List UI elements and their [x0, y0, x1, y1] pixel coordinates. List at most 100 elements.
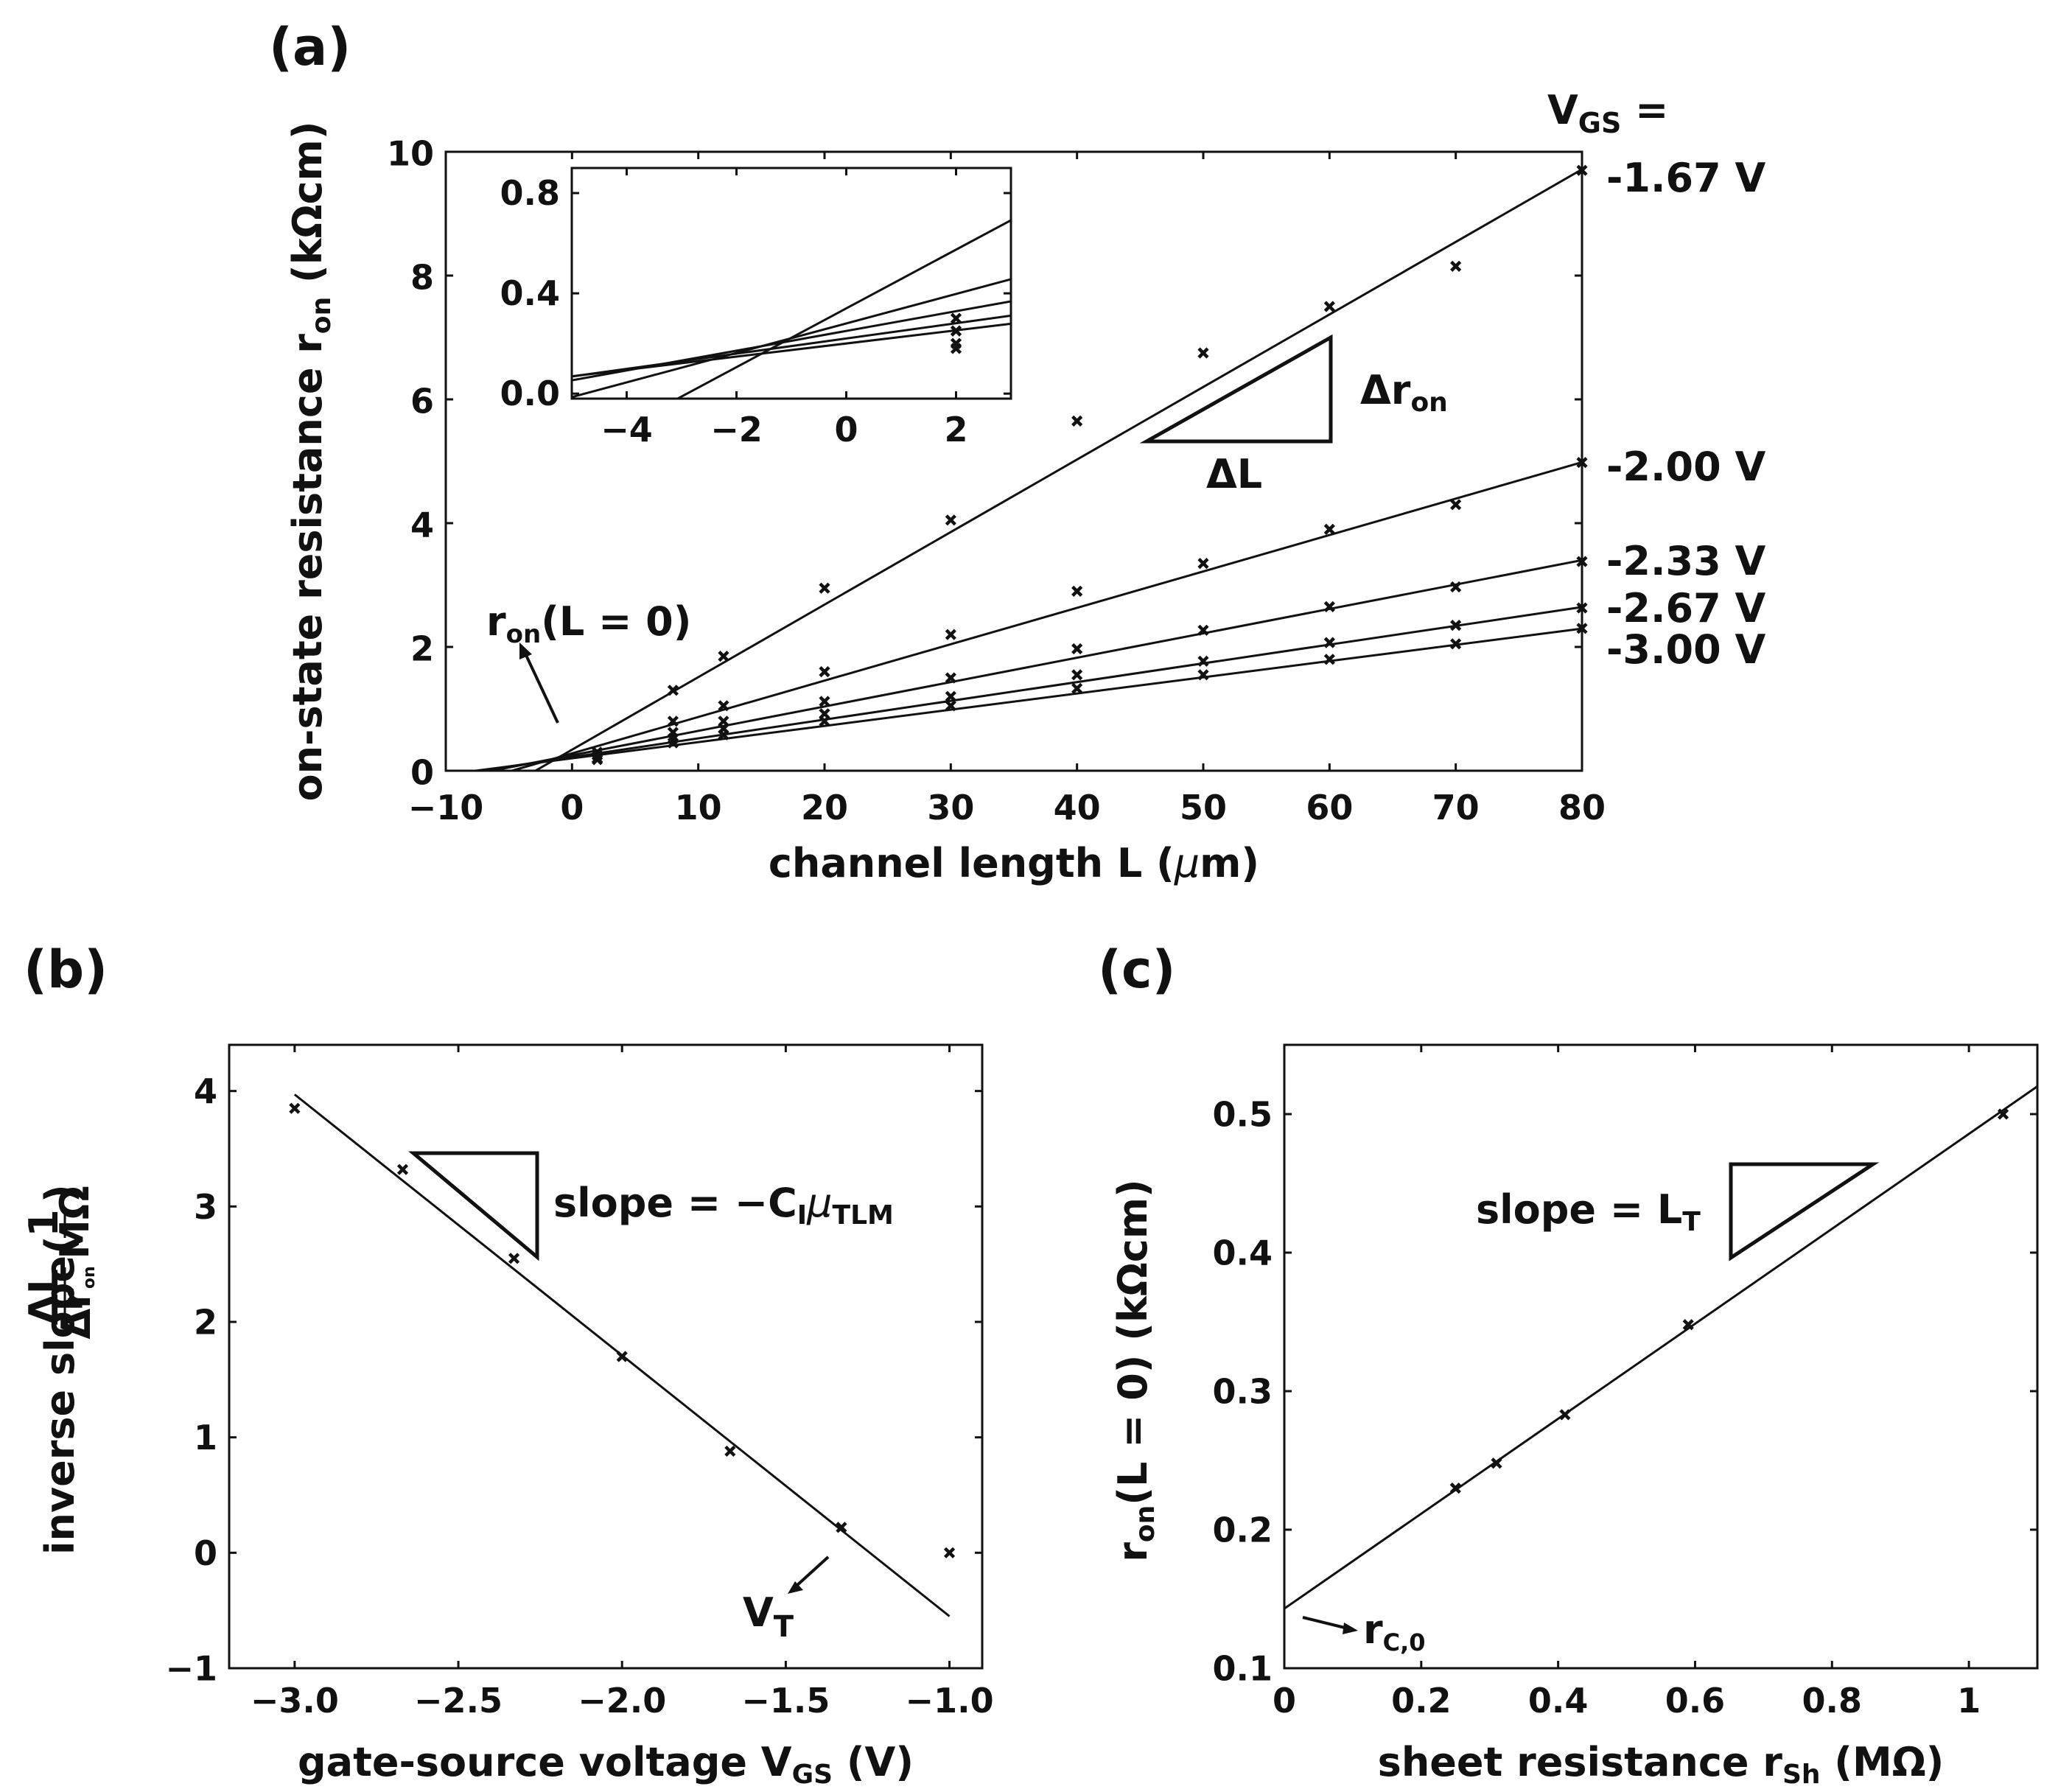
panel-a-point [1197, 347, 1209, 359]
panel-a-inset-xtick-label: 2 [944, 410, 967, 449]
panel-c-data-points [1449, 1108, 2009, 1494]
panel-a-inset-fit-line-3 [572, 314, 1011, 378]
panel-a-point [1197, 669, 1209, 681]
panel-a-fit-line-0 [534, 168, 1583, 772]
panel-b-point [616, 1351, 628, 1362]
panel-a-ytick-label: 6 [410, 382, 434, 421]
panel-a-point [1450, 620, 1462, 631]
panel-c-xtick-label: 1 [1957, 1681, 1981, 1721]
panel-c-ytick-label: 0.4 [1213, 1233, 1273, 1273]
panel-c-slope-annotation: slope = LT [1476, 1186, 1701, 1237]
panel-c-ytick-label: 0.3 [1213, 1372, 1273, 1412]
panel-a-point [1450, 260, 1462, 272]
panel-a-xtick-label: 20 [801, 788, 848, 827]
panel-a-fit-line-4 [475, 627, 1583, 772]
panel-a-xticks: −10 0 10 20 30 40 50 60 70 80 [408, 152, 1606, 827]
panel-a-point [1323, 301, 1335, 312]
panel-c-point [1682, 1319, 1694, 1331]
panel-a-inset-point [950, 343, 962, 354]
panel-a-point [1450, 499, 1462, 511]
panel-a-slope-triangle [1139, 334, 1333, 444]
panel-a-point [1071, 415, 1083, 427]
panel-a-xtick-label: 50 [1180, 788, 1227, 827]
panel-b-xtick-label: −2.5 [414, 1681, 503, 1721]
panel-b-ytick-label: 2 [194, 1303, 217, 1343]
panel-a-point [718, 700, 729, 712]
panel-a-ytick-label: 8 [410, 258, 434, 298]
panel-b-plot-frame [228, 1043, 984, 1670]
svg-text:MΩ: MΩ [52, 1186, 98, 1259]
panel-a-xtick-label: 70 [1432, 788, 1480, 827]
panel-c-point [1491, 1457, 1502, 1469]
panel-c-point [1997, 1108, 2009, 1120]
panel-a-intercept-arrow [523, 651, 559, 724]
panel-c-ytick-label: 0.5 [1213, 1095, 1273, 1135]
panel-a-x-axis-label: channel length L (μm) [769, 840, 1259, 886]
panel-c-yticks: 0.1 0.2 0.3 0.4 0.5 [1213, 1095, 2037, 1689]
panel-a-point [718, 729, 729, 741]
panel-b-vt-label: VT [743, 1589, 794, 1644]
panel-a-fit-line-3 [480, 606, 1583, 772]
panel-a-point [945, 629, 956, 640]
panel-b-point [836, 1522, 847, 1533]
panel-a-point [1323, 523, 1335, 535]
panel-a-point [1197, 558, 1209, 570]
svg-text:1: 1 [21, 1209, 67, 1237]
panel-a-series-label: -2.67 V [1606, 585, 1765, 631]
panel-a-inset-xticks: −4 −2 0 2 [601, 168, 968, 449]
panel-c: (c) 0 0.2 0.4 0.6 0.8 1 0.1 0.2 0.3 0.4 0.5 sheet… [1098, 939, 2039, 1790]
panel-c-fit-line [1284, 1085, 2038, 1610]
panel-a-point [945, 672, 956, 684]
panel-b: (b) −3.0 −2.5 −2.0 −1.5 −1.0 −1 0 1 2 3 4 gate-so… [21, 939, 994, 1790]
panel-a-ytick-label: 2 [410, 629, 434, 669]
panel-a-inset-xtick-label: 0 [834, 410, 858, 449]
panel-a-point [1071, 643, 1083, 655]
panel-a-point [819, 715, 830, 727]
panel-a-point [1576, 164, 1588, 176]
panel-a-series-labels: -1.67 V -2.00 V -2.33 V-2.67 V-3.00 V [1606, 155, 1765, 673]
panel-a-point [667, 737, 679, 749]
panel-a-legend-title: VGS = [1547, 87, 1668, 139]
panel-a-ytick-label: 10 [387, 134, 434, 174]
panel-b-ytick-label: 1 [194, 1418, 217, 1457]
panel-c-xtick-label: 0.8 [1802, 1681, 1863, 1721]
panel-c-rc-arrow [1302, 1616, 1348, 1630]
panel-a-point [1071, 682, 1083, 694]
panel-a-intercept-annotation: ron(L = 0) [486, 598, 691, 649]
panel-c-xtick-label: 0.2 [1391, 1681, 1452, 1721]
panel-b-point [943, 1547, 956, 1558]
panel-b-vt-arrow [794, 1555, 830, 1588]
panel-b-x-axis-label: gate-source voltage VGS (V) [298, 1739, 914, 1790]
svg-text:inverse slope: inverse slope [37, 1256, 83, 1555]
panel-a-series-label: -2.00 V [1606, 444, 1765, 490]
panel-a-point [819, 666, 830, 678]
panel-b-point [289, 1102, 301, 1114]
panel-a-fit-line-2 [491, 559, 1583, 772]
panel-b-point [724, 1445, 736, 1457]
panel-a-y-axis-label: on-state resistance ron (kΩcm) [284, 121, 337, 801]
panel-b-ytick-label: 0 [194, 1533, 217, 1573]
panel-a-inset-ytick-label: 0.0 [500, 374, 561, 413]
panel-b-y-axis-label: inverse slope ΔL Δron ( 1 MΩ ) [21, 1184, 99, 1555]
panel-c-y-axis-label: ron(L = 0) (kΩcm) [1110, 1179, 1161, 1561]
panel-c-xtick-label: 0 [1273, 1681, 1296, 1721]
panel-c-label: (c) [1098, 939, 1175, 1000]
svg-text:Δron: Δron [53, 1266, 99, 1339]
panel-a-point [1576, 602, 1588, 614]
panel-b-xtick-label: −2.0 [578, 1681, 666, 1721]
panel-a-xtick-label: 60 [1306, 788, 1353, 827]
panel-b-point [396, 1163, 409, 1175]
panel-b-point [508, 1253, 520, 1264]
panel-a-yticks: 0 2 4 6 8 10 [387, 134, 1582, 793]
panel-a-point [1576, 556, 1588, 567]
panel-a-point [1323, 654, 1335, 665]
panel-a-point [1450, 581, 1462, 593]
panel-b-xtick-label: −3.0 [251, 1681, 339, 1721]
panel-b-label: (b) [24, 939, 108, 1000]
panel-c-rc-arrowhead [1343, 1623, 1358, 1634]
panel-a-point [1323, 601, 1335, 612]
panel-a-point [1450, 638, 1462, 650]
panel-a-series-label: -1.67 V [1606, 155, 1765, 201]
svg-text:ΔL: ΔL [21, 1269, 67, 1325]
